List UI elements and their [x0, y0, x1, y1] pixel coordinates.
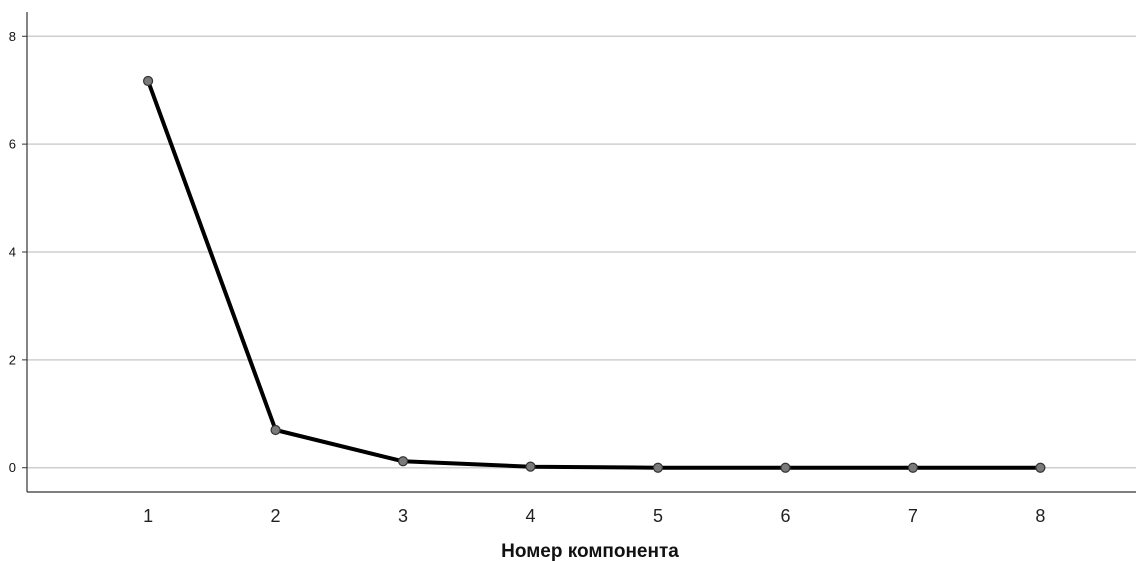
y-tick-label-8: 8	[9, 29, 16, 44]
data-point-5	[652, 462, 664, 473]
y-tick-label-6: 6	[9, 137, 16, 152]
y-tick-label-4: 4	[9, 245, 16, 260]
x-tick-label-5: 5	[653, 506, 663, 526]
data-point-2	[270, 424, 281, 436]
y-axis-ticks: 0 2 4 6 8	[9, 29, 16, 475]
y-tick-label-0: 0	[9, 460, 16, 475]
axes	[22, 12, 1136, 493]
x-tick-label-2: 2	[271, 506, 281, 526]
x-tick-label-8: 8	[1035, 506, 1045, 526]
x-axis-label: Номер компонента	[501, 541, 679, 561]
gridlines	[27, 35, 1136, 469]
data-point-3	[397, 456, 409, 467]
y-tick-label-2: 2	[9, 352, 16, 367]
eigenvalue-line	[146, 79, 1043, 470]
data-point-8	[1035, 462, 1046, 473]
x-tick-label-4: 4	[526, 506, 536, 526]
x-axis-ticks: 1 2 3 4 5 6 7 8	[143, 506, 1045, 526]
data-point-4	[525, 461, 536, 472]
data-point-7	[907, 462, 919, 473]
data-point-1	[142, 75, 154, 87]
x-tick-label-1: 1	[143, 506, 153, 526]
data-point-6	[780, 462, 791, 473]
x-tick-label-3: 3	[398, 506, 408, 526]
eigenvalue-series	[142, 75, 1046, 473]
x-tick-label-6: 6	[780, 506, 790, 526]
x-tick-label-7: 7	[908, 506, 918, 526]
